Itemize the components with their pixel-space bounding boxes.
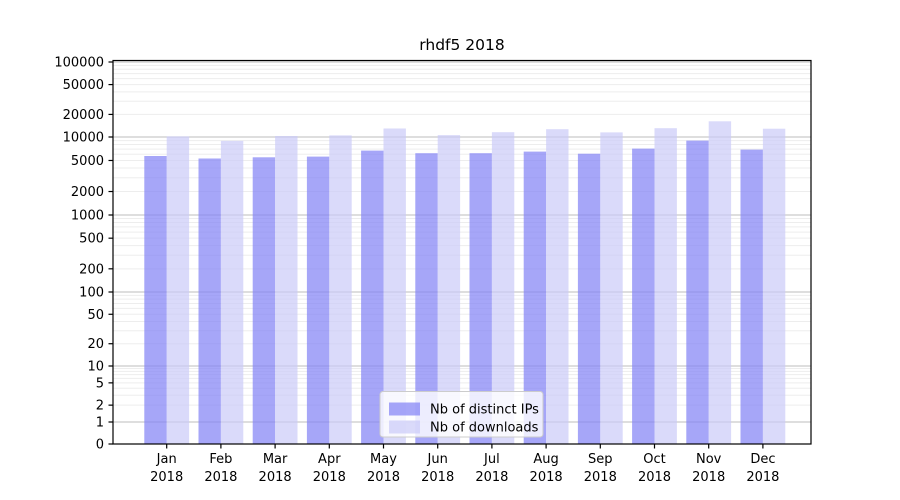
bar-nb-of-downloads-aug-2018	[546, 129, 569, 444]
y-tick-label-100: 100	[79, 286, 104, 301]
y-tick-label-2: 2	[96, 399, 104, 414]
x-tick-label-year-jul: 2018	[475, 470, 508, 485]
y-tick-label-50000: 50000	[63, 78, 104, 93]
bar-nb-of-downloads-oct-2018	[654, 128, 677, 444]
x-tick-label-year-feb: 2018	[204, 470, 237, 485]
x-tick-label-month-jun: Jun	[427, 452, 448, 467]
y-tick-label-2000: 2000	[71, 185, 104, 200]
legend-swatch-distinct-ips	[389, 402, 420, 416]
bar-nb-of-downloads-dec-2018	[762, 128, 786, 444]
x-tick-label-month-jan: Jan	[156, 452, 177, 467]
y-tick-label-50: 50	[87, 308, 104, 323]
x-tick-label-month-jul: Jul	[483, 452, 500, 467]
y-tick-label-1: 1	[96, 416, 104, 431]
legend-swatch-downloads	[389, 420, 420, 434]
bar-nb-of-downloads-feb-2018	[220, 140, 244, 444]
x-tick-label-month-mar: Mar	[263, 452, 288, 467]
bar-nb-of-downloads-jan-2018	[166, 136, 190, 444]
legend-label-downloads: Nb of downloads	[430, 421, 539, 436]
plot-frame	[112, 59, 812, 445]
bar-nb-of-distinct-ips-nov-2018	[686, 140, 709, 444]
bar-nb-of-distinct-ips-jan-2018	[144, 156, 167, 444]
chart-title: rhdf5 2018	[419, 36, 504, 54]
bar-nb-of-downloads-may-2018	[383, 128, 406, 444]
bar-nb-of-downloads-sep-2018	[600, 132, 623, 444]
legend: Nb of distinct IPs Nb of downloads	[379, 391, 544, 438]
x-axis-ticks: Jan 2018 Feb 2018 Mar 2018 Apr 2018 May 2018 Jun 20…	[150, 444, 779, 485]
y-tick-label-20: 20	[87, 337, 104, 352]
bar-nb-of-downloads-apr-2018	[329, 135, 352, 444]
x-tick-label-year-nov: 2018	[692, 470, 725, 485]
bar-nb-of-distinct-ips-feb-2018	[198, 158, 221, 444]
x-tick-label-month-sep: Sep	[588, 452, 613, 467]
x-tick-label-year-mar: 2018	[259, 470, 292, 485]
x-tick-label-year-jun: 2018	[421, 470, 454, 485]
x-tick-label-year-apr: 2018	[313, 470, 346, 485]
legend-box	[379, 391, 544, 438]
bar-nb-of-downloads-jun-2018	[437, 135, 461, 444]
x-tick-label-year-aug: 2018	[530, 470, 563, 485]
bar-nb-of-distinct-ips-dec-2018	[740, 149, 763, 444]
x-tick-label-month-nov: Nov	[696, 452, 722, 467]
y-tick-label-0: 0	[96, 438, 104, 453]
y-tick-label-200: 200	[79, 262, 104, 277]
bar-nb-of-distinct-ips-mar-2018	[252, 157, 276, 445]
bar-nb-of-distinct-ips-oct-2018	[632, 148, 655, 444]
bar-nb-of-distinct-ips-may-2018	[361, 150, 384, 444]
y-tick-label-5000: 5000	[71, 154, 104, 169]
y-tick-label-10000: 10000	[63, 131, 104, 146]
y-tick-label-10: 10	[87, 360, 104, 375]
y-tick-label-500: 500	[79, 232, 104, 247]
x-tick-label-month-dec: Dec	[750, 452, 775, 467]
y-tick-label-1000: 1000	[71, 209, 104, 224]
x-tick-label-month-feb: Feb	[209, 452, 232, 467]
bar-nb-of-distinct-ips-apr-2018	[306, 156, 330, 444]
y-tick-label-100000: 100000	[54, 56, 104, 71]
legend-label-distinct-ips: Nb of distinct IPs	[430, 403, 539, 418]
x-tick-label-year-oct: 2018	[638, 470, 671, 485]
bar-nb-of-distinct-ips-sep-2018	[577, 153, 601, 444]
x-tick-label-year-may: 2018	[367, 470, 400, 485]
x-tick-label-month-oct: Oct	[643, 452, 665, 467]
y-tick-label-20000: 20000	[63, 108, 104, 123]
x-tick-label-month-aug: Aug	[533, 452, 558, 467]
bar-nb-of-downloads-nov-2018	[708, 121, 732, 445]
y-axis-ticks: 0 1 2 510 20 50 100 200 500 1000 2000 5000 10000 2000…	[54, 56, 113, 453]
bars-group	[144, 121, 786, 445]
bar-nb-of-distinct-ips-aug-2018	[523, 151, 547, 444]
bar-nb-of-distinct-ips-jul-2018	[469, 153, 492, 444]
bar-nb-of-downloads-jul-2018	[491, 132, 515, 444]
x-tick-label-year-jan: 2018	[150, 470, 183, 485]
bar-nb-of-downloads-mar-2018	[275, 136, 298, 444]
x-tick-label-year-sep: 2018	[584, 470, 617, 485]
x-tick-label-year-dec: 2018	[746, 470, 779, 485]
bar-nb-of-distinct-ips-jun-2018	[415, 153, 438, 444]
y-tick-label-5: 5	[96, 376, 104, 391]
x-tick-label-month-apr: Apr	[318, 452, 341, 467]
x-tick-label-month-may: May	[370, 452, 397, 467]
